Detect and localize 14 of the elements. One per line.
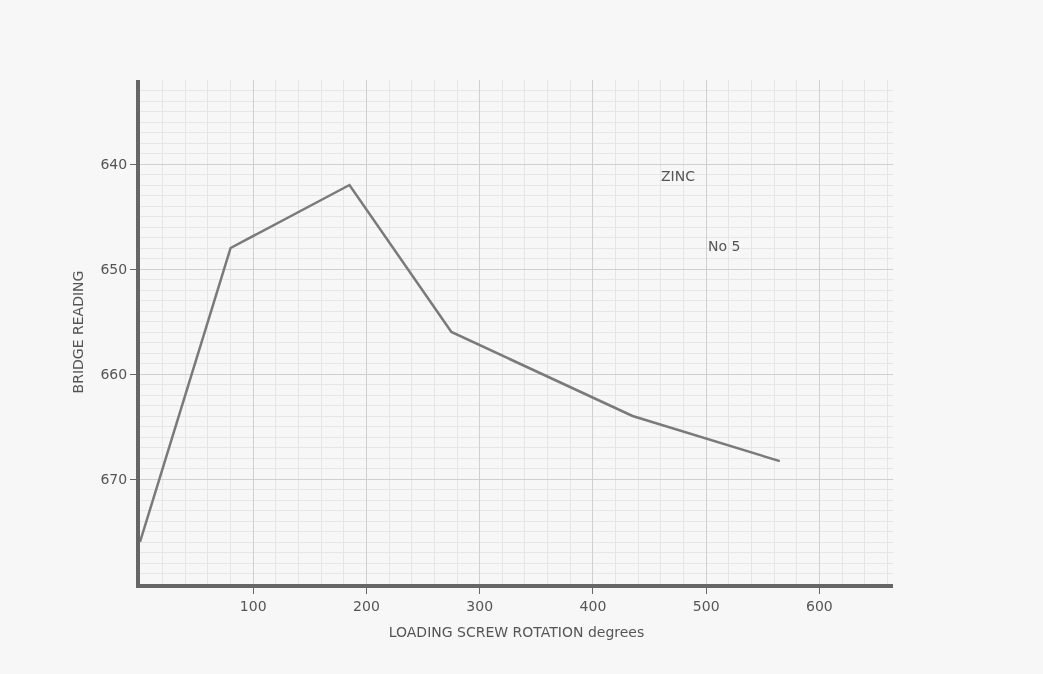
x-tick-label: 300 bbox=[466, 597, 494, 614]
x-tick-label: 600 bbox=[806, 597, 833, 614]
x-tick-label: 100 bbox=[239, 597, 267, 614]
annotation: ZINC bbox=[661, 168, 696, 184]
y-tick-label: 670 bbox=[100, 470, 128, 487]
y-tick-label: 640 bbox=[100, 155, 128, 172]
y-tick-label: 660 bbox=[100, 365, 128, 382]
y-tick-label: 650 bbox=[100, 260, 128, 277]
x-tick-label: 500 bbox=[692, 597, 720, 614]
x-axis-title: LOADING SCREW ROTATION degrees bbox=[388, 623, 645, 640]
y-axis-title: BRIDGE READING bbox=[69, 270, 86, 394]
x-tick-label: 200 bbox=[353, 597, 380, 614]
x-tick-label: 400 bbox=[579, 597, 607, 614]
annotation: No 5 bbox=[708, 238, 741, 254]
